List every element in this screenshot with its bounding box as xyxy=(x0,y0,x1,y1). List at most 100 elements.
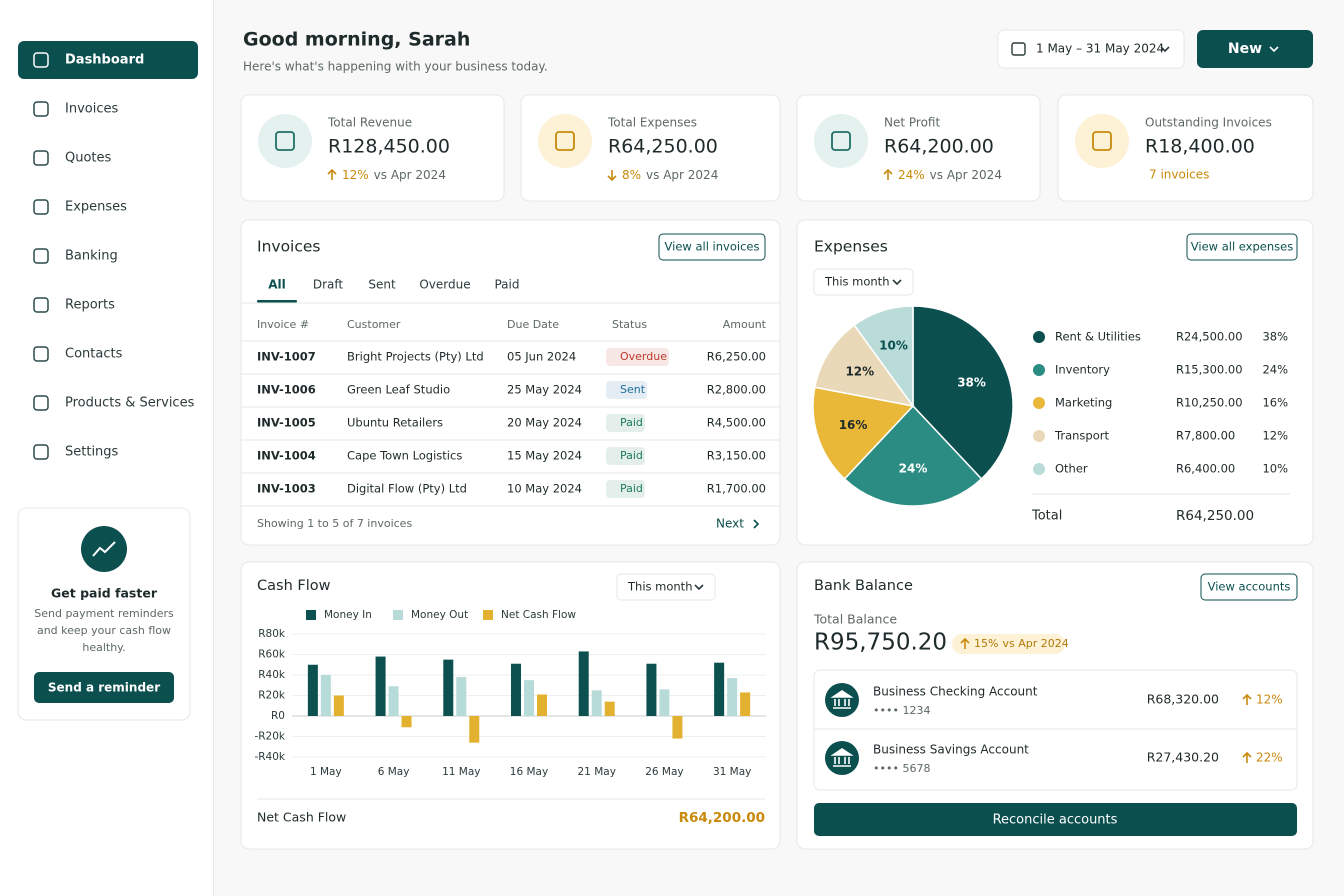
chevron xyxy=(694,584,704,591)
legend-amount: R10,250.00 xyxy=(1176,396,1243,410)
tab[interactable]: Overdue xyxy=(419,278,470,292)
kpi-card xyxy=(240,94,505,202)
nav-icon xyxy=(33,52,49,68)
nav-item[interactable]: Contacts xyxy=(65,347,123,362)
kpi-icon-bg xyxy=(1075,114,1129,168)
bar xyxy=(578,651,589,716)
button[interactable] xyxy=(658,233,766,261)
new-button-label[interactable]: New xyxy=(1228,41,1262,57)
arrow-up xyxy=(1242,693,1252,705)
cell: INV-1003 xyxy=(257,482,316,496)
nav-item[interactable]: Settings xyxy=(65,445,119,460)
nav-icon xyxy=(33,199,49,215)
tab[interactable]: Sent xyxy=(368,278,396,292)
total-label: Total Balance xyxy=(813,612,897,627)
chevron xyxy=(1160,46,1170,53)
cell: R4,500.00 xyxy=(707,416,766,430)
nav-item[interactable]: Expenses xyxy=(65,200,127,215)
promo-text: and keep your cash flow xyxy=(37,624,171,637)
total-value: R95,750.20 xyxy=(814,630,947,656)
button-label[interactable]: View all invoices xyxy=(665,240,760,254)
subtitle: Here's what's happening with your busine… xyxy=(243,60,548,74)
status-badge-label: Paid xyxy=(620,449,643,462)
y-tick-label: R20k xyxy=(258,690,286,702)
cell: INV-1006 xyxy=(257,383,316,397)
kpi-icon xyxy=(555,131,575,151)
legend-percent: 38% xyxy=(1262,330,1288,344)
nav-item[interactable]: Dashboard xyxy=(65,53,144,68)
pie-label: 12% xyxy=(845,365,874,379)
nav-item[interactable]: Products & Services xyxy=(65,396,195,411)
legend-percent: 24% xyxy=(1262,363,1288,377)
pie-slice xyxy=(812,386,915,480)
date-range[interactable]: 1 May – 31 May 2024 xyxy=(1036,42,1164,56)
nav-item[interactable]: Quotes xyxy=(65,151,112,166)
arrow-up xyxy=(883,168,893,180)
pie-label: 24% xyxy=(899,462,928,476)
cell: Ubuntu Retailers xyxy=(347,416,443,430)
calendar-icon xyxy=(1011,42,1026,56)
kpi-icon-bg xyxy=(538,114,592,168)
reconcile-label[interactable]: Reconcile accounts xyxy=(993,813,1118,828)
nav-icon xyxy=(33,444,49,460)
cell: INV-1004 xyxy=(257,449,316,463)
bar xyxy=(388,686,399,716)
date-button[interactable] xyxy=(997,29,1185,69)
cell: Green Leaf Studio xyxy=(347,383,450,397)
badge-change: 15% xyxy=(974,637,998,650)
cell: INV-1005 xyxy=(257,416,316,430)
bar xyxy=(604,701,615,716)
dropdown-label[interactable]: This month xyxy=(824,275,889,289)
legend-label: Inventory xyxy=(1055,363,1110,377)
legend-dot xyxy=(1033,397,1045,409)
nav-icon xyxy=(33,346,49,362)
kpi-compare: vs Apr 2024 xyxy=(646,168,718,182)
bar xyxy=(524,680,534,716)
y-tick-label: R60k xyxy=(258,649,286,661)
arrow-down xyxy=(607,170,617,182)
account-change: 12% xyxy=(1256,693,1283,707)
kpi-compare: vs Apr 2024 xyxy=(930,168,1002,182)
legend-label: Money Out xyxy=(411,609,468,621)
promo-button-label[interactable]: Send a reminder xyxy=(48,681,160,695)
pie-slice xyxy=(843,404,983,507)
button[interactable] xyxy=(1200,573,1298,601)
nav-item[interactable]: Invoices xyxy=(65,102,118,117)
legend-dot xyxy=(1033,430,1045,442)
tab[interactable]: All xyxy=(268,278,286,292)
panel-title: Cash Flow xyxy=(257,578,331,594)
kpi-value: R64,250.00 xyxy=(608,136,718,158)
column-header: Invoice # xyxy=(257,318,309,331)
account-name: Business Checking Account xyxy=(873,685,1038,699)
pie-slice xyxy=(912,305,1014,480)
kpi-icon xyxy=(831,131,851,151)
button-label[interactable]: View accounts xyxy=(1208,580,1291,594)
nav-item[interactable]: Reports xyxy=(65,298,115,313)
reconcile-button[interactable] xyxy=(814,803,1297,836)
dropdown[interactable] xyxy=(813,268,914,296)
bar xyxy=(537,694,547,716)
nav-item[interactable]: Banking xyxy=(65,249,118,264)
bar xyxy=(727,678,738,716)
nav-active xyxy=(18,41,198,79)
total-value: R64,250.00 xyxy=(1176,508,1254,524)
new-button[interactable] xyxy=(1197,30,1313,68)
invoices-panel xyxy=(240,219,781,546)
next-link[interactable]: Next xyxy=(716,517,744,531)
tab[interactable]: Paid xyxy=(494,278,519,292)
tab[interactable]: Draft xyxy=(313,278,344,292)
pie-label: 10% xyxy=(879,339,908,353)
bar xyxy=(375,656,386,716)
promo-button[interactable] xyxy=(34,672,174,703)
badge-text: 15% vs Apr 2024 xyxy=(974,637,1069,650)
accounts-box xyxy=(813,669,1298,791)
button[interactable] xyxy=(1186,233,1298,261)
pie-label: 38% xyxy=(957,375,986,389)
dropdown[interactable] xyxy=(616,573,716,601)
dropdown-label[interactable]: This month xyxy=(627,580,692,594)
nav-icon xyxy=(33,297,49,313)
arrow-up xyxy=(960,637,970,649)
legend-percent: 12% xyxy=(1262,429,1288,443)
bar xyxy=(456,677,467,716)
button-label[interactable]: View all expenses xyxy=(1191,240,1293,254)
